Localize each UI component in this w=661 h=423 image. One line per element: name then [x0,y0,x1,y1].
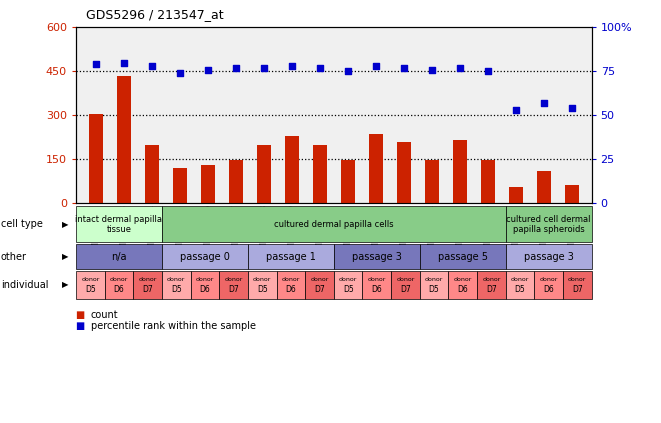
Point [483,68,493,75]
Bar [285,136,299,203]
Text: D5: D5 [429,286,440,294]
Bar [89,114,102,203]
Text: donor: donor [110,277,128,282]
Point [342,68,353,75]
Point [511,107,522,113]
Bar [313,145,327,203]
Text: passage 3: passage 3 [352,252,402,262]
Text: D7: D7 [486,286,496,294]
Text: passage 5: passage 5 [438,252,488,262]
Text: D7: D7 [142,286,153,294]
Text: D7: D7 [572,286,582,294]
Point [231,64,241,71]
Text: D5: D5 [85,286,96,294]
Text: count: count [91,310,118,320]
Text: ▶: ▶ [61,280,68,289]
Point [371,63,381,69]
Text: donor: donor [224,277,243,282]
Text: D5: D5 [171,286,182,294]
Point [455,64,465,71]
Text: intact dermal papilla
tissue: intact dermal papilla tissue [75,215,163,234]
Point [175,70,185,77]
Text: D6: D6 [457,286,468,294]
Text: donor: donor [253,277,272,282]
Point [286,63,297,69]
Point [566,105,577,112]
Text: donor: donor [396,277,414,282]
Bar [201,165,215,203]
Point [315,64,325,71]
Point [202,66,213,73]
Bar [369,134,383,203]
Text: D5: D5 [515,286,525,294]
Text: other: other [1,252,26,262]
Point [91,61,101,68]
Text: donor: donor [425,277,444,282]
Text: ▶: ▶ [61,220,68,229]
Text: cultured dermal papilla cells: cultured dermal papilla cells [274,220,393,229]
Text: D6: D6 [114,286,124,294]
Text: ■: ■ [76,310,89,320]
Text: D6: D6 [200,286,210,294]
Text: donor: donor [282,277,300,282]
Text: D6: D6 [371,286,382,294]
Point [118,59,129,66]
Text: donor: donor [368,277,386,282]
Text: D5: D5 [257,286,268,294]
Bar [116,76,131,203]
Text: passage 3: passage 3 [524,252,574,262]
Text: cell type: cell type [1,220,42,229]
Bar [173,168,186,203]
Text: donor: donor [196,277,214,282]
Text: donor: donor [339,277,358,282]
Point [539,99,549,106]
Text: GDS5296 / 213547_at: GDS5296 / 213547_at [86,8,223,21]
Bar [537,171,551,203]
Bar [145,145,159,203]
Bar [481,160,495,203]
Bar [509,187,523,203]
Text: donor: donor [539,277,558,282]
Point [146,63,157,69]
Text: cultured cell dermal
papilla spheroids: cultured cell dermal papilla spheroids [506,215,591,234]
Bar [341,160,355,203]
Text: individual: individual [1,280,48,290]
Text: donor: donor [568,277,586,282]
Point [426,66,437,73]
Text: donor: donor [167,277,186,282]
Text: donor: donor [310,277,329,282]
Text: ■: ■ [76,321,89,331]
Text: donor: donor [81,277,100,282]
Bar [425,160,439,203]
Text: D5: D5 [343,286,354,294]
Bar [565,185,579,203]
Text: D7: D7 [400,286,410,294]
Text: percentile rank within the sample: percentile rank within the sample [91,321,256,331]
Text: donor: donor [138,277,157,282]
Point [399,64,409,71]
Bar [453,140,467,203]
Text: donor: donor [511,277,529,282]
Text: donor: donor [482,277,500,282]
Point [258,64,269,71]
Text: D6: D6 [286,286,296,294]
Bar [229,160,243,203]
Text: ▶: ▶ [61,252,68,261]
Bar [256,145,271,203]
Bar [397,142,411,203]
Text: D7: D7 [228,286,239,294]
Text: n/a: n/a [111,252,127,262]
Text: passage 0: passage 0 [180,252,230,262]
Text: donor: donor [453,277,472,282]
Text: D7: D7 [314,286,325,294]
Text: D6: D6 [543,286,554,294]
Text: passage 1: passage 1 [266,252,316,262]
